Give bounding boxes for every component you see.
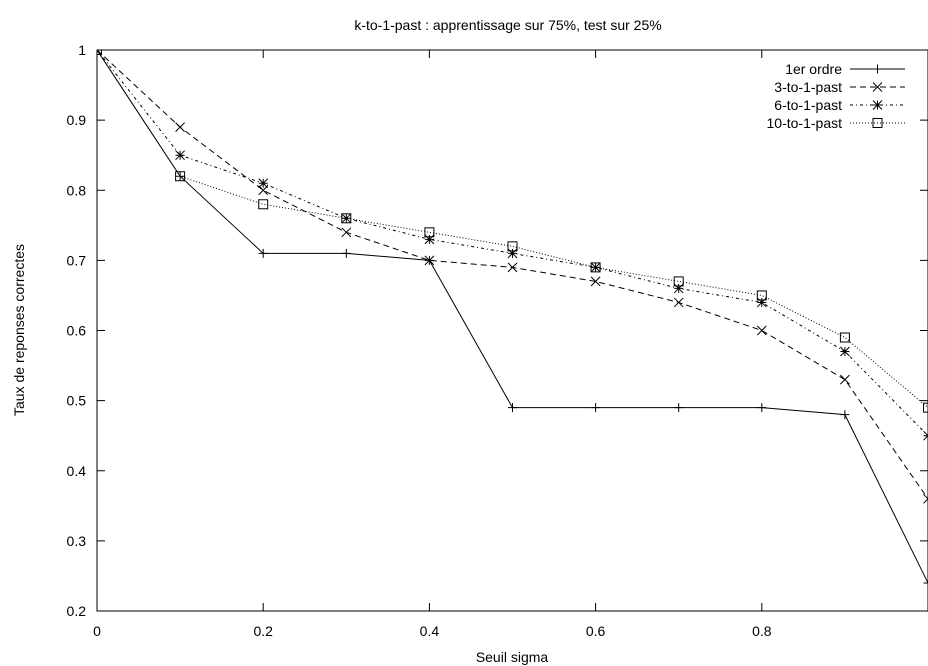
data-point <box>923 493 928 504</box>
x-axis-label: Seuil sigma <box>476 649 549 665</box>
data-point <box>591 403 601 413</box>
y-tick-label: 0.3 <box>67 533 87 549</box>
data-point <box>839 332 850 343</box>
data-point <box>872 100 883 110</box>
data-point <box>258 199 269 210</box>
data-point <box>590 262 601 273</box>
data-point <box>590 276 601 287</box>
y-tick-label: 0.2 <box>67 603 87 619</box>
x-tick-label: 0.6 <box>586 623 606 639</box>
data-point <box>508 403 517 413</box>
plot-frame <box>96 49 928 612</box>
data-point <box>258 248 268 258</box>
y-tick-label: 1 <box>78 42 86 58</box>
data-point <box>673 283 684 294</box>
y-tick-label: 0.5 <box>67 393 87 409</box>
data-point <box>840 346 850 357</box>
legend-label: 3-to-1-past <box>774 79 842 95</box>
data-point <box>507 248 518 259</box>
data-point <box>872 118 883 128</box>
legend-item: 6-to-1-past <box>774 97 905 113</box>
data-point <box>507 241 518 252</box>
data-point <box>341 248 351 258</box>
y-tick-label: 0.9 <box>67 112 87 128</box>
x-tick-label: 0.8 <box>752 623 772 639</box>
data-point <box>840 410 850 420</box>
data-point <box>175 171 186 182</box>
legend-label: 10-to-1-past <box>767 115 843 131</box>
data-point <box>673 276 684 287</box>
data-point <box>757 403 767 413</box>
data-point <box>674 403 684 413</box>
legend-item: 3-to-1-past <box>774 79 905 95</box>
series-10-to-1-past <box>97 50 928 413</box>
data-point <box>424 227 435 238</box>
data-point <box>923 578 928 588</box>
legend-item: 10-to-1-past <box>767 115 905 131</box>
x-axis: 0 0.2 0.4 0.6 0.8 <box>93 50 772 639</box>
data-point <box>673 297 684 308</box>
y-tick-label: 0.6 <box>67 323 87 339</box>
data-point <box>341 227 352 238</box>
data-point <box>756 325 767 336</box>
legend: 1er ordre 3-to-1-past 6-to-1-past 10-to-1-p… <box>767 61 905 131</box>
series-3-to-1-past <box>97 50 928 504</box>
y-tick-label: 0.7 <box>67 252 87 268</box>
data-point <box>873 64 882 74</box>
data-point <box>424 234 435 245</box>
y-axis: 0.2 0.3 0.4 0.5 0.6 0.7 0.8 0.9 1 <box>67 42 928 619</box>
chart-title: k-to-1-past : apprentissage sur 75%, tes… <box>354 17 661 33</box>
data-point <box>175 122 185 132</box>
data-point <box>923 402 928 413</box>
data-point <box>424 255 435 266</box>
series-layer <box>97 50 928 588</box>
series-6-to-1-past <box>97 50 928 441</box>
y-tick-label: 0.8 <box>67 182 87 198</box>
legend-label: 1er ordre <box>785 61 842 77</box>
y-tick-label: 0.4 <box>67 463 87 479</box>
y-axis-label: Taux de reponses correctes <box>11 244 27 416</box>
data-point <box>923 430 928 441</box>
x-tick-label: 0.2 <box>253 623 273 639</box>
data-point <box>258 185 269 196</box>
data-point <box>507 262 518 273</box>
data-point <box>258 178 269 189</box>
data-point <box>756 290 767 301</box>
x-tick-label: 0 <box>93 623 101 639</box>
data-point <box>590 262 601 273</box>
data-point <box>872 82 883 92</box>
data-point <box>175 171 185 181</box>
data-point <box>840 374 850 385</box>
data-point <box>341 213 352 224</box>
legend-item: 1er ordre <box>785 61 905 77</box>
data-point <box>756 297 767 308</box>
x-tick-label: 0.4 <box>420 623 440 639</box>
data-point <box>175 150 185 161</box>
legend-label: 6-to-1-past <box>774 97 842 113</box>
data-point <box>341 213 352 224</box>
